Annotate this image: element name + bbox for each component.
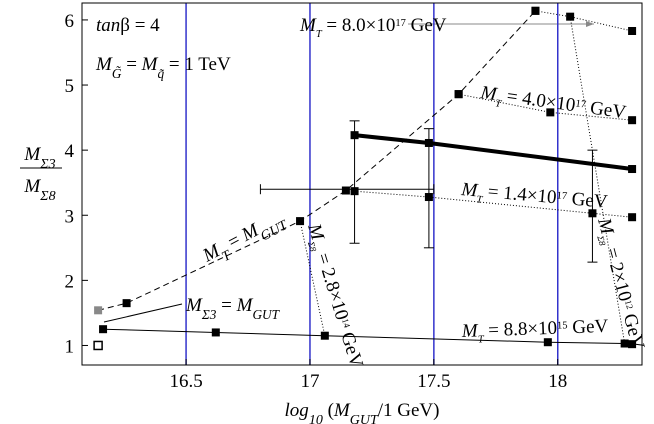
arrow	[103, 303, 183, 323]
label-part: M	[23, 176, 41, 197]
label-part: GeV	[566, 188, 609, 212]
label-part: q̃	[157, 66, 164, 81]
label: MT = 8.0×1017 GeV	[299, 15, 447, 40]
label-part: Σ3	[39, 157, 55, 172]
label-part: 17	[556, 190, 567, 202]
label-part: =	[216, 295, 236, 316]
marker	[93, 340, 103, 351]
label-part: tan	[96, 15, 120, 36]
label: MT = 8.8×1015 GeV	[460, 316, 609, 346]
label: MT = 4.0×1017 GeV	[478, 82, 628, 127]
label-part: /1 GeV)	[378, 400, 440, 421]
series-line	[569, 16, 626, 344]
marker	[628, 165, 637, 174]
label-part: GUT	[252, 307, 280, 322]
x-tick-label: 18	[548, 371, 567, 392]
label-part: M	[460, 179, 480, 201]
label-part: = 2×10	[600, 241, 636, 304]
x-tick-label: 17	[300, 371, 319, 392]
marker	[620, 339, 629, 348]
label: log10 (MGUT/1 GeV)	[285, 400, 440, 424]
label-part: log	[285, 400, 309, 421]
label: MG̃ = Mq̃ = 1 TeV	[95, 54, 231, 81]
label-part: GUT	[350, 413, 379, 424]
label-part: Σ8	[595, 234, 608, 248]
marker	[628, 26, 637, 35]
label-part: = 2.8×10	[311, 246, 353, 323]
series-line	[535, 10, 633, 32]
marker	[628, 213, 637, 222]
label: MΣ8	[23, 176, 55, 204]
y-tick-label: 6	[65, 11, 75, 32]
label-part: GeV	[406, 15, 447, 36]
label-part: M	[299, 15, 317, 36]
marker	[99, 325, 108, 334]
label-part: GUT	[258, 217, 291, 244]
label: MΣ3	[23, 144, 55, 172]
marker	[122, 299, 131, 308]
label-part: M	[478, 82, 499, 105]
series-line	[97, 10, 536, 311]
label-part: Σ8	[39, 189, 55, 204]
label-part: M	[141, 54, 159, 75]
label-part: = 1 TeV	[164, 54, 231, 75]
label-part: 17	[575, 98, 587, 110]
marker	[628, 340, 637, 349]
label-part: M	[593, 215, 618, 238]
y-tick-label: 5	[65, 76, 75, 97]
label-part: GeV	[567, 316, 609, 338]
label-part: GeV	[335, 325, 367, 370]
label-part: M	[460, 320, 479, 342]
label-part: (	[323, 400, 334, 421]
y-tick-label: 1	[65, 336, 75, 357]
marker	[546, 108, 555, 117]
series-line	[354, 133, 633, 172]
label-part: G̃	[112, 66, 122, 81]
label-part: 15	[557, 320, 568, 331]
y-tick-label: 4	[65, 141, 75, 162]
marker	[566, 12, 575, 21]
marker	[211, 328, 220, 337]
x-tick-label: 16.5	[169, 371, 202, 392]
label-part: = 4.0×10	[501, 85, 577, 116]
plot-frame	[81, 2, 643, 366]
label-part: M	[333, 400, 351, 421]
marker	[628, 116, 637, 125]
label-part: =	[121, 54, 141, 75]
label-part: GeV	[584, 97, 627, 123]
label-part: M	[95, 54, 113, 75]
label-part: T	[478, 334, 485, 345]
label-part: = 8.8×10	[483, 318, 557, 342]
y-tick-label: 3	[65, 206, 75, 227]
label-part: β = 4	[120, 15, 160, 36]
label-part: Σ8	[306, 239, 319, 253]
label-part: M	[185, 295, 203, 316]
label-part: = 8.0×10	[322, 15, 396, 36]
label-part: 17	[395, 18, 406, 29]
label-part: T	[494, 98, 502, 110]
marker	[543, 338, 552, 347]
label-part: 12	[623, 299, 635, 311]
label-part: M	[303, 220, 328, 243]
label: MΣ3 = MGUT	[185, 295, 281, 322]
label: MT = 1.4×1017 GeV	[459, 179, 608, 216]
label-part: M	[23, 144, 41, 165]
label-part: 10	[309, 413, 323, 424]
label-part: Σ3	[201, 307, 217, 322]
x-tick-label: 17.5	[417, 371, 450, 392]
label-part: M	[236, 295, 254, 316]
series-line	[354, 190, 633, 218]
label-part: 14	[340, 317, 352, 329]
label: MT = MGUT	[199, 206, 291, 272]
y-tick-label: 2	[65, 271, 75, 292]
label-part: = 1.4×10	[482, 181, 557, 208]
label-part: T	[476, 194, 484, 206]
label: tanβ = 4	[96, 15, 160, 36]
marker	[94, 306, 103, 315]
marker	[454, 90, 463, 99]
marker	[341, 186, 350, 195]
marker	[531, 6, 540, 15]
label-part: T	[316, 29, 323, 40]
